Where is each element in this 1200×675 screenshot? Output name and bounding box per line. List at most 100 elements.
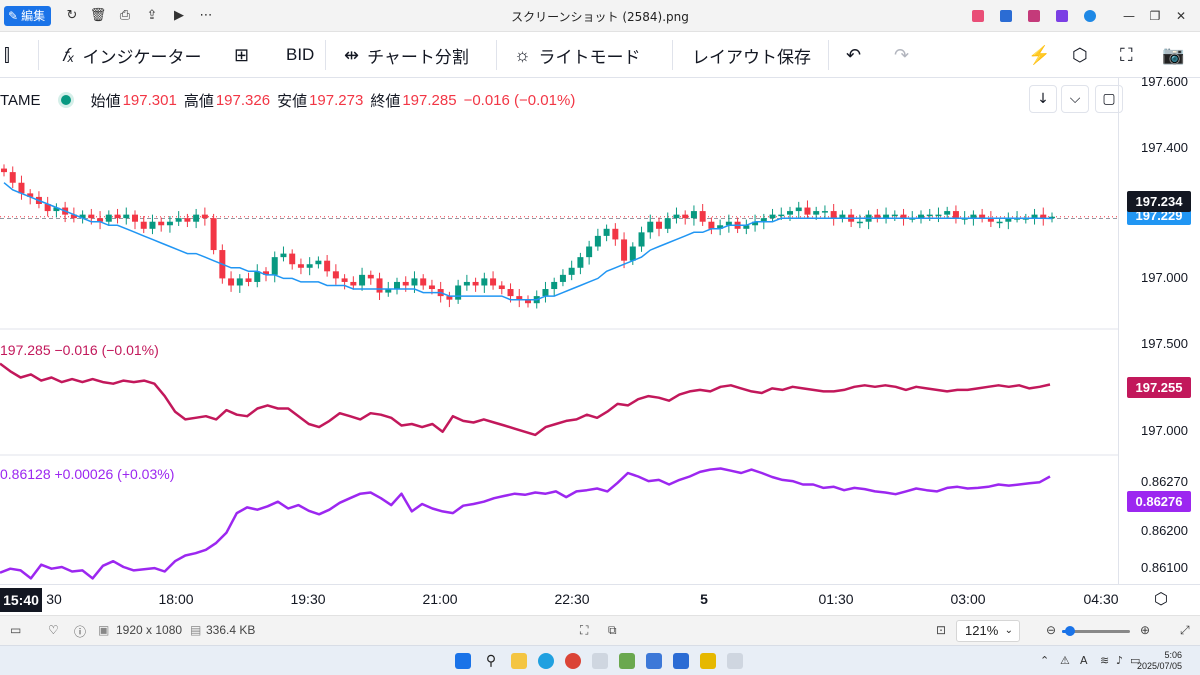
minimize-button[interactable]: —	[1123, 9, 1135, 23]
candle-body	[795, 207, 802, 212]
photos-icon[interactable]	[673, 653, 689, 669]
chart-split-button[interactable]: ⇹ チャート分割	[344, 40, 469, 70]
candle-body	[743, 225, 750, 229]
zoom-slider-thumb[interactable]	[1065, 626, 1076, 636]
restore-button[interactable]: ❐	[1149, 9, 1161, 23]
candle-body	[542, 289, 549, 297]
price-scale[interactable]: 197.600 197.400 197.000 197.500 197.000 …	[1118, 74, 1200, 584]
app-icon[interactable]	[619, 653, 635, 669]
candle-body	[918, 214, 924, 219]
candle-body	[498, 285, 505, 290]
tray-chevron-icon[interactable]: ⌃	[1040, 654, 1050, 667]
symbol-name[interactable]: TAME	[0, 91, 41, 109]
candle-body	[603, 228, 610, 236]
time-axis[interactable]: 30 18:00 19:30 21:00 22:30 5 01:30 03:00…	[0, 584, 1200, 615]
candlestick-icon: ⫿	[4, 44, 10, 65]
candle-body	[621, 239, 628, 261]
scale-settings-icon[interactable]: ⬡	[1154, 589, 1168, 608]
candle-body	[9, 172, 16, 183]
volume-icon[interactable]: ♪	[1116, 654, 1124, 667]
sun-icon: ☼	[514, 44, 531, 65]
expand-icon[interactable]: ⤢	[1180, 623, 1190, 637]
start-icon[interactable]	[455, 653, 471, 669]
wifi-icon[interactable]: ≋	[1100, 654, 1110, 667]
chart-split-label: チャート分割	[367, 47, 469, 67]
fit-window-icon[interactable]: ⊡	[936, 623, 947, 637]
redo-button[interactable]: ↷	[894, 40, 909, 70]
candle-body	[568, 267, 575, 275]
snapshot-button[interactable]: 📷	[1162, 40, 1184, 70]
zoom-slider[interactable]	[1062, 626, 1130, 636]
close-button[interactable]: ✕	[1175, 9, 1187, 23]
taskbar: ⚲ ⌃ ⚠ A ≋ ♪ ▭ 5:06 2025/07/05	[0, 645, 1200, 675]
chart-canvas[interactable]	[0, 78, 1200, 615]
app-icon[interactable]	[727, 653, 743, 669]
time-tick: 18:00	[158, 591, 194, 607]
copilot-icon[interactable]	[972, 10, 984, 22]
zoom-dropdown[interactable]: 121% ⌄	[956, 620, 1020, 642]
candle-body	[446, 296, 453, 300]
zoom-out-icon[interactable]: ⊖	[1046, 623, 1057, 637]
zoom-in-icon[interactable]: ⊕	[1140, 623, 1151, 637]
clipchamp-icon[interactable]	[1028, 10, 1040, 22]
file-explorer-icon[interactable]	[511, 653, 527, 669]
pane3-line-series	[0, 467, 1051, 580]
print-icon[interactable]: ⎙	[119, 8, 131, 23]
candle-body	[332, 271, 339, 279]
crop-view-icon[interactable]: ⧉	[608, 623, 617, 637]
favorite-heart-icon[interactable]: ♡	[48, 623, 59, 637]
price-tick: 0.86270	[1141, 474, 1188, 489]
undo-button[interactable]: ↶	[846, 40, 861, 70]
candle-body	[682, 214, 689, 219]
quick-search-button[interactable]: ⚡	[1028, 40, 1050, 70]
ime-icon[interactable]: A	[1080, 654, 1088, 667]
paint-icon[interactable]	[1000, 10, 1012, 22]
save-layout-label: レイアウト保存	[692, 47, 811, 67]
fullscreen-button[interactable]: ⛶	[1120, 40, 1133, 70]
calculator-icon[interactable]	[646, 653, 662, 669]
layout-grid-button[interactable]: ⊞	[234, 40, 249, 70]
fit-compare-icon[interactable]: ⛶	[580, 623, 589, 637]
light-mode-button[interactable]: ☼ ライトモード	[514, 40, 641, 70]
filmstrip-icon[interactable]: ▭	[10, 623, 22, 637]
maximize-pane-button[interactable]: ▢	[1095, 85, 1123, 113]
rotate-icon[interactable]: ↻	[66, 8, 78, 23]
open-label: 始値	[90, 92, 121, 110]
pane2-line-series	[0, 362, 1051, 437]
warning-icon[interactable]: ⚠	[1060, 654, 1070, 667]
title-bar: ✎ 編集 ↻ 🗑 ⎙ ⇪ ▶ ⋯ スクリーンショット (2584).png — …	[0, 0, 1200, 32]
battery-icon[interactable]: ▭	[1130, 654, 1141, 667]
sticky-notes-icon[interactable]	[700, 653, 716, 669]
bid-button[interactable]: BID	[286, 40, 314, 70]
app-icon[interactable]	[592, 653, 608, 669]
save-layout-button[interactable]: レイアウト保存	[692, 40, 811, 70]
delete-icon[interactable]: 🗑	[89, 8, 107, 23]
candle-body	[673, 214, 680, 219]
chart-toolbar: ⫿ 𝑓ₓ インジケーター ⊞ BID ⇹ チャート分割 ☼ ライトモード レイア…	[0, 32, 1200, 78]
edit-icon: ✎	[8, 9, 19, 23]
settings-button[interactable]: ⬡	[1072, 40, 1088, 70]
candle-body	[263, 271, 269, 275]
candle-body	[900, 214, 907, 219]
candle-type-button[interactable]: ⫿	[4, 40, 10, 70]
candle-body	[629, 246, 636, 261]
collapse-pane-button[interactable]: ⌵	[1061, 85, 1089, 113]
candle-body	[778, 214, 785, 217]
candle-body	[987, 218, 994, 222]
onedrive-icon[interactable]	[1084, 10, 1096, 22]
edge-icon[interactable]	[538, 653, 554, 669]
indicator-button[interactable]: 𝑓ₓ インジケーター	[62, 40, 201, 70]
edit-label: 編集	[21, 9, 46, 23]
system-clock[interactable]: 5:06 2025/07/05	[1137, 650, 1182, 672]
file-info-icon[interactable]: ⓘ	[74, 625, 87, 639]
candle-body	[428, 285, 435, 290]
share-icon[interactable]: ⇪	[146, 8, 158, 23]
slideshow-icon[interactable]: ▶	[174, 8, 184, 23]
edit-button[interactable]: ✎ 編集	[4, 6, 52, 26]
more-options-icon[interactable]: ⋯	[199, 8, 213, 23]
designer-icon[interactable]	[1056, 10, 1068, 22]
scroll-down-button[interactable]: ↓	[1029, 85, 1057, 113]
search-icon[interactable]: ⚲	[485, 653, 497, 669]
chrome-icon[interactable]	[565, 653, 581, 669]
candle-body	[830, 211, 837, 219]
